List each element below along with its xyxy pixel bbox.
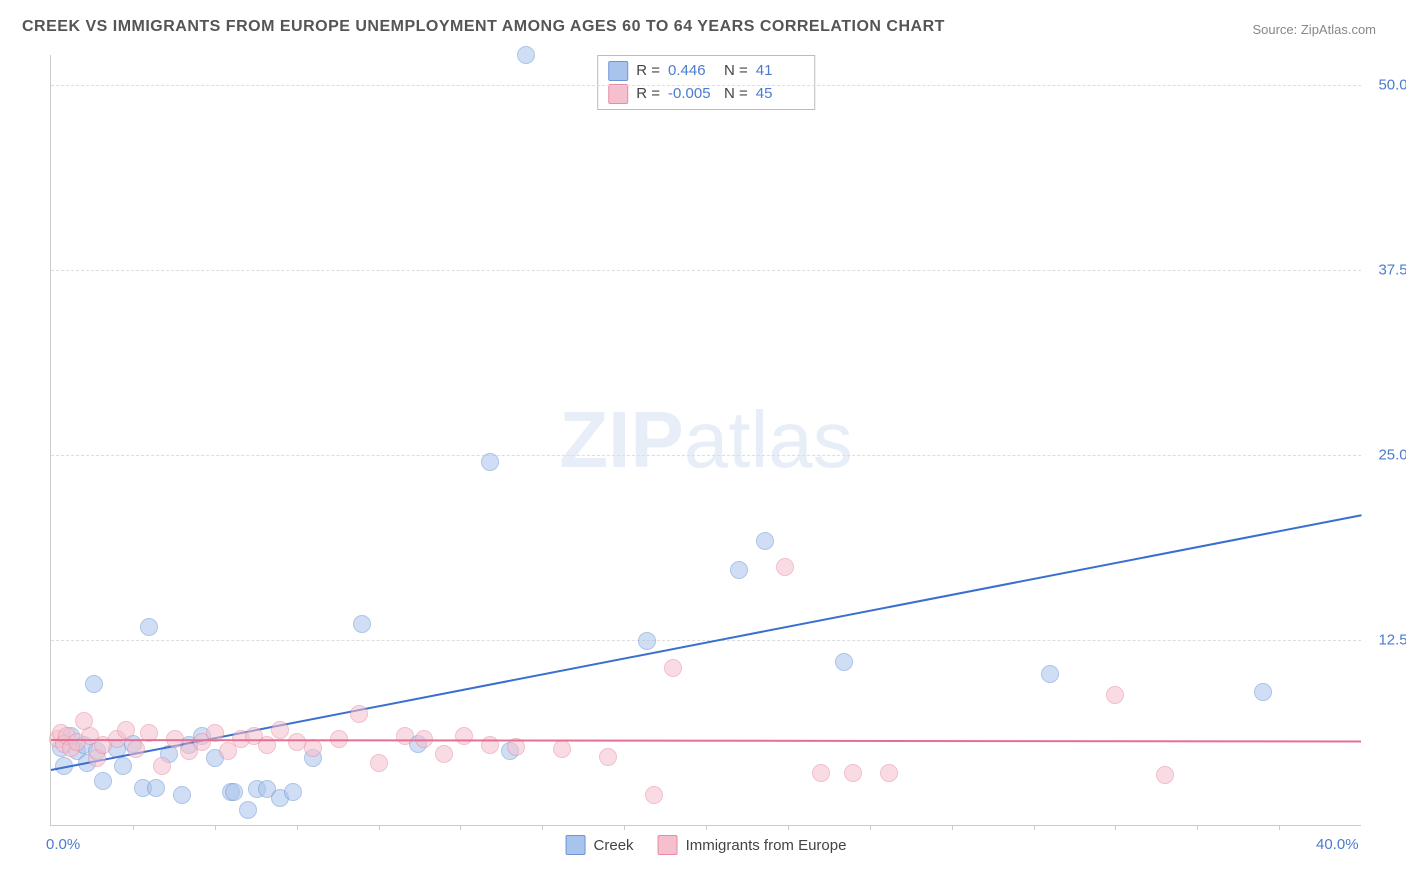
legend-swatch-creek (566, 835, 586, 855)
chart-container: CREEK VS IMMIGRANTS FROM EUROPE UNEMPLOY… (0, 0, 1406, 892)
r-label: R = (636, 60, 660, 83)
x-tick-mark (379, 825, 380, 830)
y-tick-label: 12.5% (1378, 631, 1406, 648)
scatter-point (370, 754, 388, 772)
scatter-point (396, 727, 414, 745)
stats-row-europe: R = -0.005 N = 45 (608, 83, 804, 106)
scatter-point (353, 615, 371, 633)
gridline (51, 270, 1361, 271)
legend-label-europe: Immigrants from Europe (686, 837, 847, 854)
x-tick-mark (1279, 825, 1280, 830)
legend-label-creek: Creek (594, 837, 634, 854)
scatter-point (553, 740, 571, 758)
scatter-point (756, 532, 774, 550)
scatter-point (225, 783, 243, 801)
watermark-bold: ZIP (559, 395, 683, 484)
y-tick-label: 37.5% (1378, 261, 1406, 278)
scatter-point (153, 757, 171, 775)
scatter-point (776, 558, 794, 576)
scatter-point (140, 618, 158, 636)
x-tick-mark (1034, 825, 1035, 830)
r-value-creek: 0.446 (668, 60, 716, 83)
x-tick-mark (460, 825, 461, 830)
watermark-rest: atlas (684, 395, 853, 484)
watermark: ZIPatlas (559, 394, 852, 486)
x-tick-mark (624, 825, 625, 830)
scatter-point (114, 757, 132, 775)
stats-legend-box: R = 0.446 N = 41 R = -0.005 N = 45 (597, 55, 815, 110)
scatter-point (173, 786, 191, 804)
x-tick-mark (1115, 825, 1116, 830)
scatter-point (1156, 766, 1174, 784)
n-value-creek: 41 (756, 60, 804, 83)
legend-item-creek: Creek (566, 835, 634, 855)
scatter-point (288, 733, 306, 751)
scatter-point (664, 659, 682, 677)
scatter-point (481, 453, 499, 471)
gridline (51, 455, 1361, 456)
bottom-legend: Creek Immigrants from Europe (566, 835, 847, 855)
x-tick-mark (1197, 825, 1198, 830)
scatter-point (304, 739, 322, 757)
scatter-point (638, 632, 656, 650)
scatter-point (271, 721, 289, 739)
scatter-point (517, 46, 535, 64)
scatter-point (599, 748, 617, 766)
legend-item-europe: Immigrants from Europe (658, 835, 847, 855)
x-tick-label: 40.0% (1316, 836, 1359, 853)
swatch-europe (608, 84, 628, 104)
y-tick-label: 50.0% (1378, 76, 1406, 93)
x-tick-mark (706, 825, 707, 830)
source-text: Source: ZipAtlas.com (1252, 22, 1376, 37)
scatter-point (94, 772, 112, 790)
scatter-point (844, 764, 862, 782)
scatter-point (812, 764, 830, 782)
scatter-point (284, 783, 302, 801)
n-label-2: N = (724, 83, 748, 106)
chart-title: CREEK VS IMMIGRANTS FROM EUROPE UNEMPLOY… (22, 18, 945, 36)
legend-swatch-europe (658, 835, 678, 855)
scatter-point (350, 705, 368, 723)
scatter-point (1041, 665, 1059, 683)
scatter-point (730, 561, 748, 579)
scatter-point (435, 745, 453, 763)
scatter-point (239, 801, 257, 819)
r-value-europe: -0.005 (668, 83, 716, 106)
stats-row-creek: R = 0.446 N = 41 (608, 60, 804, 83)
scatter-point (880, 764, 898, 782)
scatter-point (147, 779, 165, 797)
plot-area: ZIPatlas R = 0.446 N = 41 R = -0.005 N =… (50, 55, 1361, 826)
scatter-point (645, 786, 663, 804)
scatter-point (127, 740, 145, 758)
y-tick-label: 25.0% (1378, 446, 1406, 463)
scatter-point (85, 675, 103, 693)
x-tick-mark (542, 825, 543, 830)
n-label: N = (724, 60, 748, 83)
x-tick-mark (297, 825, 298, 830)
x-tick-label: 0.0% (46, 836, 80, 853)
scatter-point (455, 727, 473, 745)
scatter-point (835, 653, 853, 671)
r-label-2: R = (636, 83, 660, 106)
x-tick-mark (215, 825, 216, 830)
n-value-europe: 45 (756, 83, 804, 106)
swatch-creek (608, 61, 628, 81)
x-tick-mark (788, 825, 789, 830)
gridline (51, 85, 1361, 86)
x-tick-mark (952, 825, 953, 830)
scatter-point (117, 721, 135, 739)
x-tick-mark (133, 825, 134, 830)
scatter-point (1254, 683, 1272, 701)
x-tick-mark (870, 825, 871, 830)
scatter-point (1106, 686, 1124, 704)
